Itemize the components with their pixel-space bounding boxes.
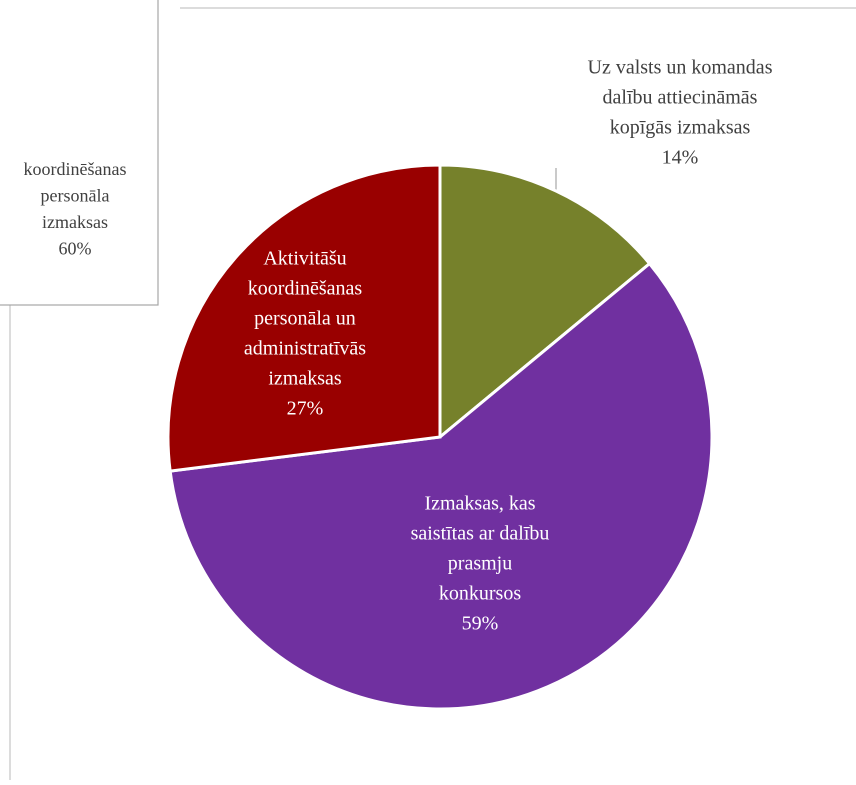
slice-label: saistītas ar dalību [411,523,550,545]
pie-slice [438,163,652,441]
cropped-label-box [0,0,159,306]
pie-slice [166,163,442,473]
slice-label: dalību attiecināmās [603,87,758,109]
slice-label: izmaksas [268,368,342,390]
cropped-value-label: 60% [59,239,92,259]
slice-label: Uz valsts un komandas [588,57,773,79]
slice-label: personāla un [254,308,356,330]
pie-slice [168,261,714,711]
slice-label: koordinēšanas [248,278,363,300]
slice-label: Aktivitāšu [263,248,346,270]
value-label: 14% [662,147,699,169]
value-label: 59% [462,613,499,635]
value-label: 27% [287,398,324,420]
slice-label: administratīvās [244,338,366,360]
cropped-label: izmaksas [42,212,108,232]
cropped-label: koordinēšanas [24,159,127,179]
slice-label: kopīgās izmaksas [610,117,751,139]
slice-label: konkursos [439,583,521,605]
cropped-label: personāla [41,186,110,206]
slice-label: prasmju [448,553,512,575]
slice-label: Izmaksas, kas [424,493,535,515]
